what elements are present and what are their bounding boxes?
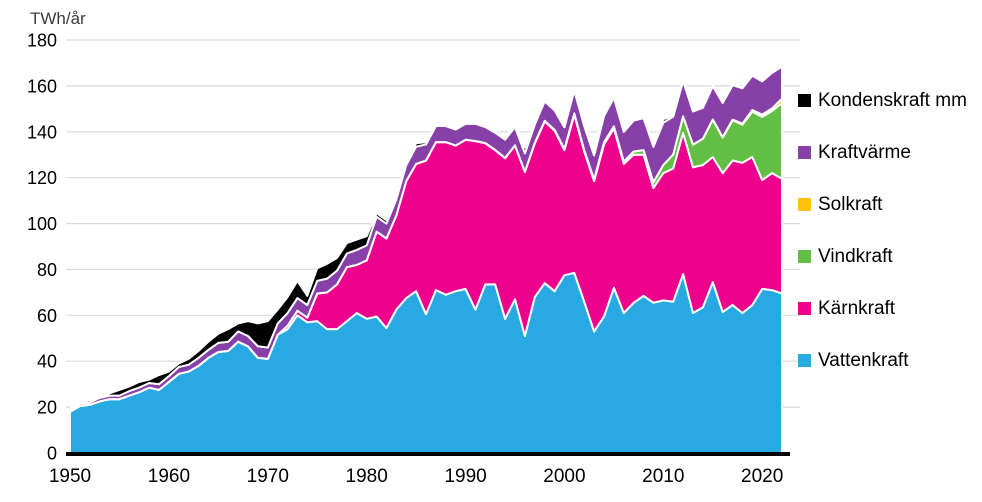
legend-swatch-kondenskraft-mm (798, 93, 811, 107)
y-tick-label: 20 (37, 398, 57, 418)
y-tick-label: 0 (47, 444, 57, 464)
legend-label: Kraftvärme (818, 141, 911, 163)
legend-swatch-solkraft (798, 197, 811, 211)
legend-swatch-kraftvarme (798, 145, 811, 159)
x-tick-label: 1950 (49, 466, 91, 487)
y-tick-label: 120 (27, 168, 57, 188)
legend-item-kondenskraft-mm: Kondenskraft mm (798, 74, 982, 126)
legend-item-solkraft: Solkraft (798, 178, 982, 230)
x-tick-label: 1960 (148, 466, 190, 487)
x-tick-label: 2010 (642, 466, 684, 487)
legend-item-vindkraft: Vindkraft (798, 230, 982, 282)
x-tick-label: 2020 (741, 466, 783, 487)
legend-item-kraftvarme: Kraftvärme (798, 126, 982, 178)
chart-legend: Kondenskraft mm Kraftvärme Solkraft Vindkra… (798, 74, 982, 386)
area-kondenskraft-mm (69, 64, 783, 411)
legend-item-karnkraft: Kärnkraft (798, 282, 982, 334)
y-tick-label: 40 (37, 352, 57, 372)
legend-swatch-karnkraft (798, 301, 811, 315)
x-tick-label: 1990 (444, 466, 486, 487)
y-axis-unit-label: TWh/år (30, 9, 86, 28)
legend-label: Kärnkraft (818, 297, 896, 319)
y-tick-label: 140 (27, 122, 57, 142)
legend-label: Vattenkraft (818, 349, 909, 371)
y-tick-label: 80 (37, 260, 57, 280)
legend-item-vattenkraft: Vattenkraft (798, 334, 982, 386)
legend-swatch-vindkraft (798, 249, 811, 263)
legend-label: Vindkraft (818, 245, 893, 267)
y-tick-label: 60 (37, 306, 57, 326)
y-tick-label: 100 (27, 214, 57, 234)
x-tick-label: 1980 (346, 466, 388, 487)
x-tick-label: 2000 (543, 466, 585, 487)
x-tick-label: 1970 (247, 466, 289, 487)
y-tick-label: 180 (27, 31, 57, 51)
y-tick-label: 160 (27, 76, 57, 96)
legend-label: Solkraft (818, 193, 883, 215)
legend-swatch-vattenkraft (798, 353, 811, 367)
legend-label: Kondenskraft mm (818, 89, 967, 111)
